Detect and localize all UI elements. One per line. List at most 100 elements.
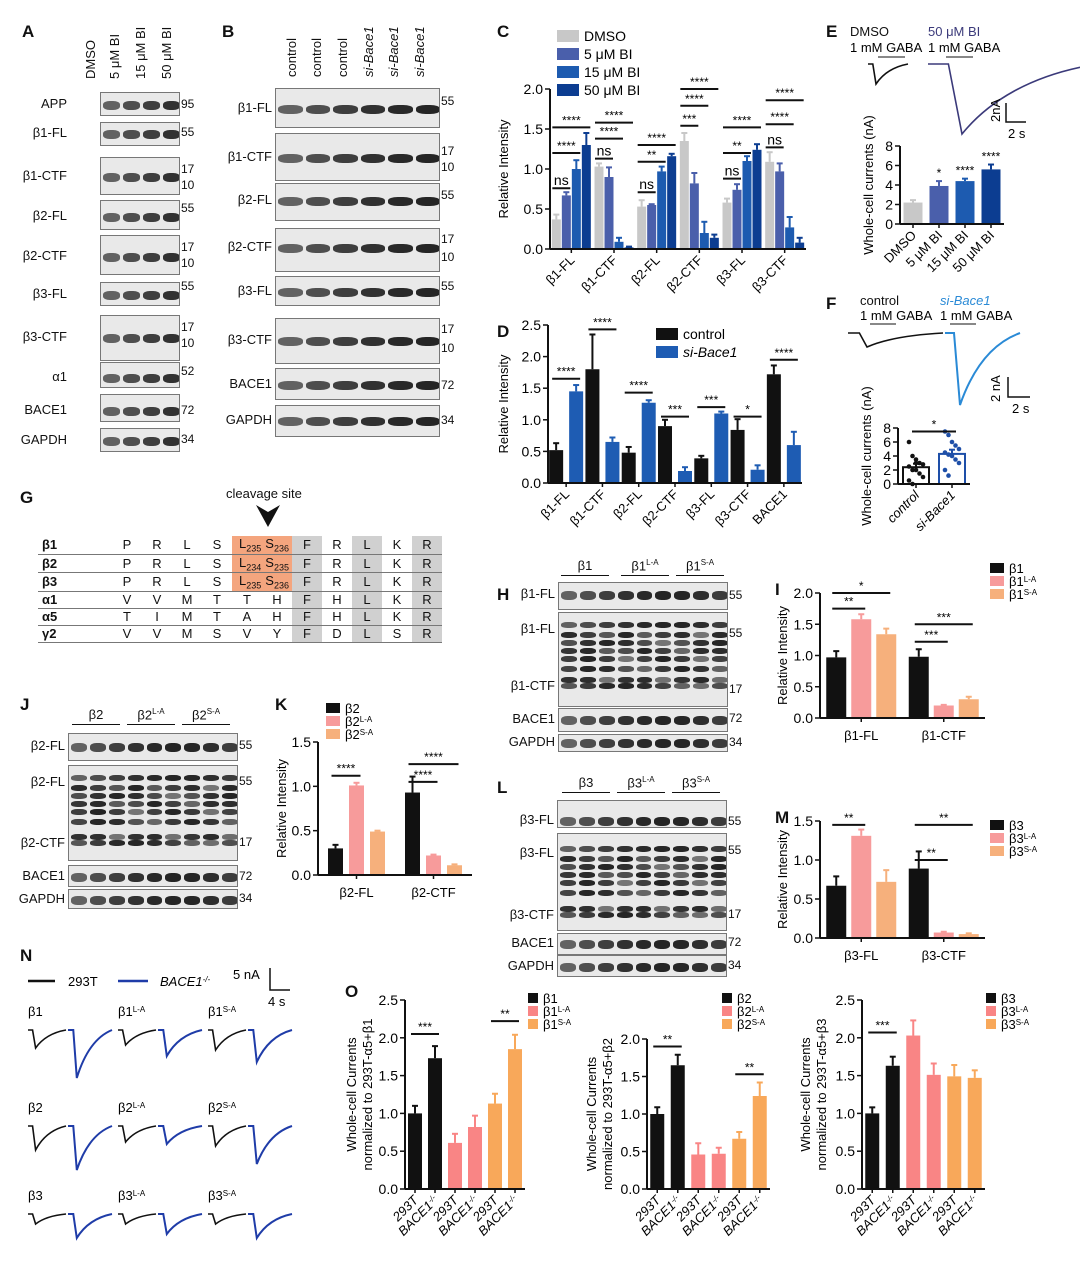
protein-band [71, 775, 87, 781]
legend-label: β2S-A [345, 727, 374, 742]
protein-band [560, 856, 576, 862]
label-superscript: S-A [223, 1101, 237, 1110]
bar [549, 450, 564, 483]
significance-label: **** [562, 113, 581, 127]
residue-letter: S [265, 573, 274, 589]
protein-band [560, 817, 576, 826]
blot-strip [557, 933, 727, 955]
scale-bar-icon [269, 968, 290, 991]
label-superscript: L-A [642, 775, 655, 784]
legend-swatch [722, 1019, 732, 1029]
protein-band [360, 381, 385, 390]
protein-band [578, 912, 595, 918]
panel-label-I: I [775, 580, 780, 599]
blot-row-label: BACE1 [229, 376, 272, 391]
x-tick-label: β3-CTF [749, 252, 791, 294]
bar [637, 206, 647, 249]
legend-swatch [990, 576, 1004, 586]
y-tick-label: 0.5 [292, 823, 312, 839]
residue-number: 235 [273, 562, 289, 573]
protein-band [597, 906, 614, 912]
data-point [906, 478, 912, 483]
label-superscript: S-A [696, 775, 711, 784]
lane-group-line [562, 792, 610, 793]
bar [488, 1103, 502, 1189]
blot-strip [558, 612, 728, 707]
significance-label: **** [690, 75, 709, 89]
protein-band [388, 381, 413, 390]
protein-band [579, 656, 596, 662]
protein-band [123, 334, 140, 343]
molecular-weight-marker: 72 [441, 378, 455, 392]
protein-band [127, 801, 144, 807]
protein-band [711, 940, 726, 949]
lane-group-line [182, 724, 230, 725]
protein-band [673, 846, 690, 852]
protein-band [305, 154, 330, 163]
bar-chart-M: 0.0 0.5 1.0 1.5 β3-FL β3-CTF Relative Intensit… [775, 811, 1038, 963]
residue: R [142, 572, 172, 592]
protein-band [712, 739, 727, 748]
residue: K [382, 572, 412, 592]
protein-band [203, 743, 220, 752]
protein-band [560, 963, 576, 972]
protein-band [103, 130, 120, 139]
scale-bar-icon [1005, 103, 1026, 123]
bar [468, 1127, 482, 1189]
residue: L235 S236 [232, 572, 292, 592]
bar [641, 402, 656, 483]
trace-bace1-ko [158, 1125, 203, 1147]
residue: T [112, 608, 142, 626]
protein-band [693, 656, 710, 662]
protein-band [415, 105, 439, 114]
y-tick-label: 6 [883, 434, 891, 450]
label-text: β3 [627, 775, 643, 791]
protein-band [616, 940, 633, 949]
molecular-weight-marker: 34 [239, 891, 253, 905]
blot-strip [558, 708, 728, 732]
residue: P [112, 554, 142, 574]
blot-strip [557, 955, 727, 977]
label-superscript: -/- [750, 1193, 762, 1205]
protein-band [598, 666, 615, 672]
label-text: β3 [1009, 844, 1024, 859]
significance-label: **** [775, 346, 794, 360]
residue: F [292, 591, 322, 609]
protein-band [165, 834, 182, 840]
protein-band [163, 334, 179, 343]
blot-row-label: APP [40, 96, 67, 111]
y-tick-label: 0.5 [794, 891, 814, 907]
protein-band [278, 105, 303, 114]
residue: V [142, 625, 172, 643]
label-text: β2-CTF [639, 486, 681, 528]
residue: S [202, 572, 232, 592]
protein-band [89, 793, 106, 799]
data-point [942, 450, 948, 455]
protein-band [579, 648, 596, 654]
bar [933, 705, 954, 718]
protein-band [635, 872, 652, 878]
trace-label: β1S-A [208, 1004, 237, 1019]
protein-band [123, 374, 140, 383]
protein-band [598, 739, 615, 748]
significance-label: *** [682, 112, 696, 126]
label-text: si-Bace1 [683, 344, 737, 360]
blot-strip [100, 394, 180, 422]
bar-chart-C: 0.00.51.01.52.0β1-FL β1-CTF β2-FL β2-CTF β3-… [496, 28, 806, 294]
protein-band [597, 963, 614, 972]
lane-group-header: β1S-A [686, 558, 714, 573]
protein-band [617, 716, 634, 725]
protein-band [674, 677, 691, 683]
trace-label: β2 [28, 1100, 43, 1115]
protein-band [360, 337, 385, 346]
label-text: β3 [1001, 1004, 1016, 1019]
protein-band [333, 288, 358, 297]
trace-293t [118, 1029, 157, 1047]
residue-number: 235 [246, 543, 262, 554]
protein-band [305, 288, 330, 297]
protein-band [415, 288, 439, 297]
label-superscript: L-A [360, 715, 373, 724]
blot-row-label: β3-FL [237, 283, 272, 298]
label-superscript: -/- [965, 1193, 977, 1205]
x-tick-label: β2-FL [339, 885, 373, 900]
